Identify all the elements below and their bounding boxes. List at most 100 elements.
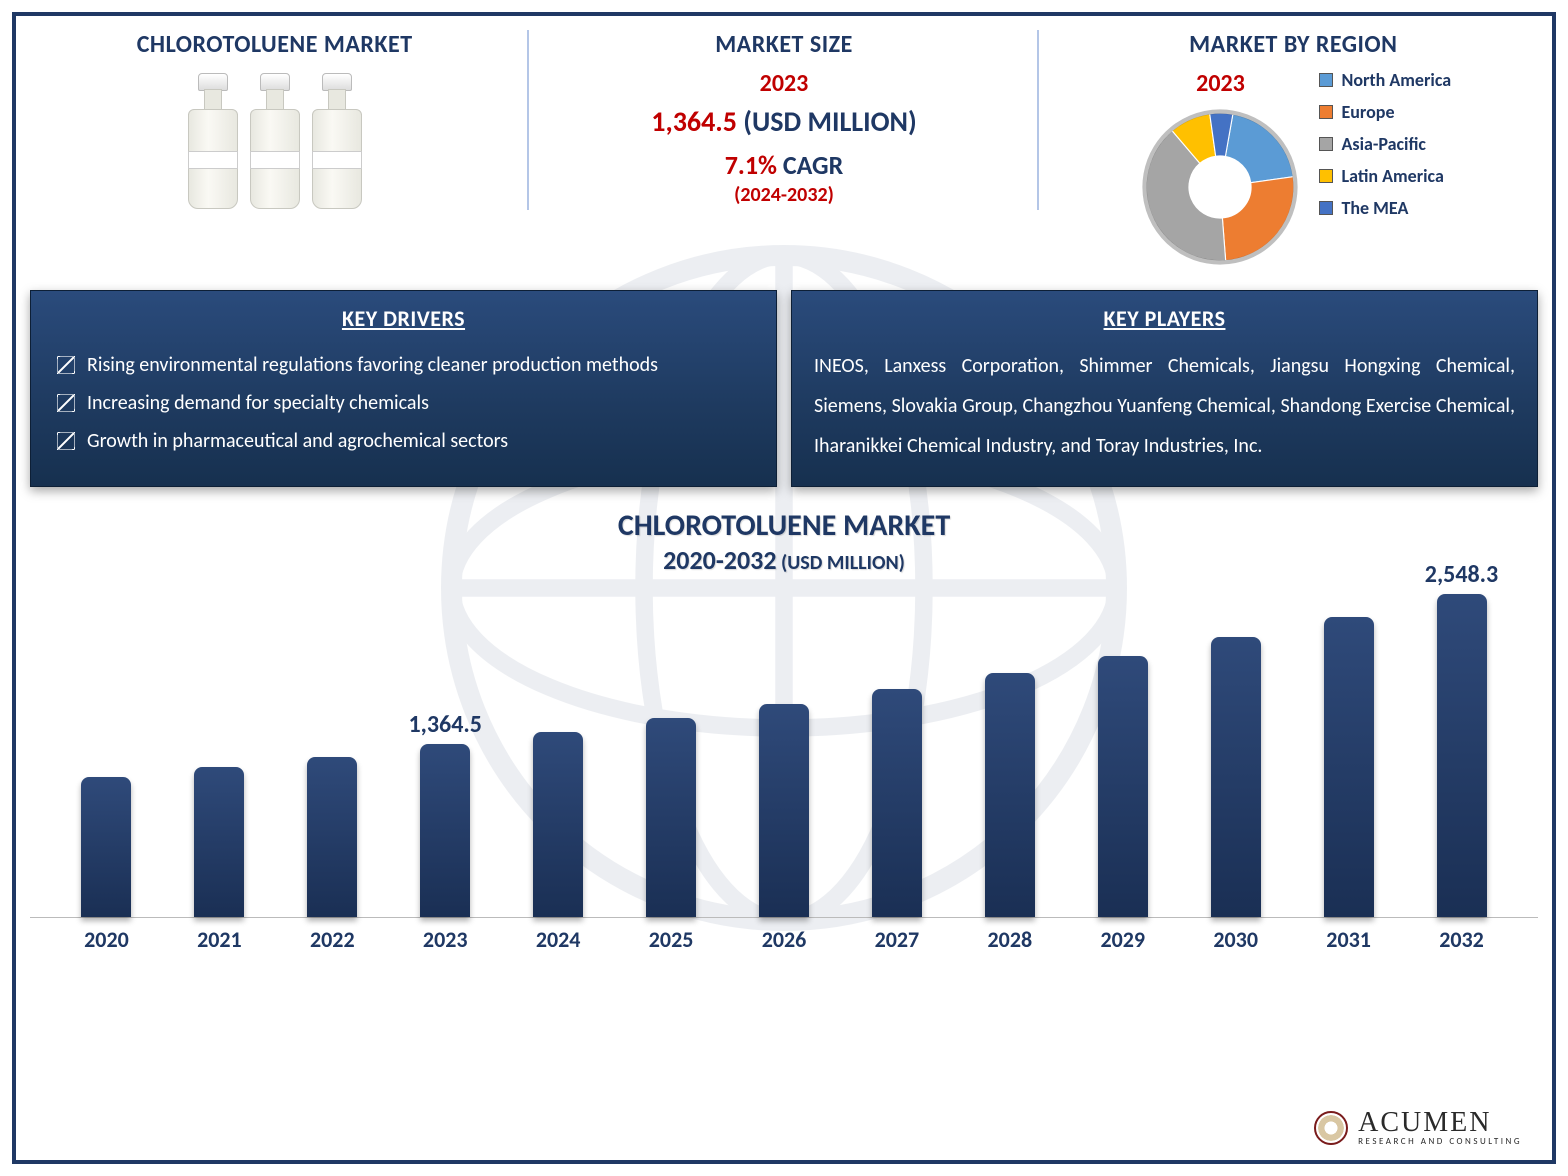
key-drivers-title: KEY DRIVERS xyxy=(53,305,754,332)
key-players-panel: KEY PLAYERS INEOS, Lanxess Corporation, … xyxy=(791,290,1538,487)
cagr-value: 7.1% xyxy=(725,149,777,181)
brand-name: ACUMEN xyxy=(1358,1109,1522,1137)
x-axis-label: 2029 xyxy=(1066,926,1179,953)
driver-item: Rising environmental regulations favorin… xyxy=(53,346,754,384)
legend-swatch xyxy=(1319,137,1333,151)
x-axis-label: 2025 xyxy=(615,926,728,953)
legend-item: Asia-Pacific xyxy=(1319,133,1451,155)
legend-label: Asia-Pacific xyxy=(1341,133,1425,155)
bar-chart: 1,364.5 2,548.3 xyxy=(30,588,1538,918)
bar-column xyxy=(276,588,389,917)
bar-column xyxy=(1066,588,1179,917)
bar xyxy=(872,689,922,917)
bar xyxy=(194,767,244,917)
key-drivers-panel: KEY DRIVERS Rising environmental regulat… xyxy=(30,290,777,487)
bar-column xyxy=(840,588,953,917)
bar xyxy=(1211,637,1261,917)
product-image-bottles xyxy=(30,69,519,209)
x-axis-label: 2032 xyxy=(1405,926,1518,953)
legend-item: Latin America xyxy=(1319,165,1451,187)
bar-chart-title: CHLOROTOLUENE MARKET xyxy=(30,507,1538,544)
x-axis-label: 2020 xyxy=(50,926,163,953)
region-legend: North America Europe Asia-Pacific Latin Ame… xyxy=(1319,69,1451,229)
info-panels: KEY DRIVERS Rising environmental regulat… xyxy=(30,290,1538,487)
bar-column xyxy=(953,588,1066,917)
bar-column xyxy=(502,588,615,917)
legend-swatch xyxy=(1319,169,1333,183)
bottle-icon xyxy=(308,69,366,209)
header-col-title: CHLOROTOLUENE MARKET xyxy=(30,30,519,272)
bar-value-label: 2,548.3 xyxy=(1425,560,1498,589)
driver-item: Growth in pharmaceutical and agrochemica… xyxy=(53,422,754,460)
brand-tagline: RESEARCH AND CONSULTING xyxy=(1358,1137,1522,1146)
legend-swatch xyxy=(1319,201,1333,215)
bar-value-label: 1,364.5 xyxy=(409,710,482,739)
bar xyxy=(759,704,809,917)
bar: 2,548.3 xyxy=(1437,594,1487,917)
bar xyxy=(1324,617,1374,917)
market-size-unit: (USD MILLION) xyxy=(737,104,917,139)
x-axis-label: 2024 xyxy=(502,926,615,953)
x-axis-label: 2027 xyxy=(840,926,953,953)
bar-column xyxy=(1179,588,1292,917)
key-players-title: KEY PLAYERS xyxy=(814,305,1515,332)
bar-chart-subtitle: 2020-2032 (USD MILLION) xyxy=(30,544,1538,576)
bar-chart-years: 2020-2032 xyxy=(663,544,776,576)
bar: 1,364.5 xyxy=(420,744,470,917)
legend-label: Europe xyxy=(1341,101,1394,123)
x-axis-label: 2028 xyxy=(953,926,1066,953)
driver-item: Increasing demand for specialty chemical… xyxy=(53,384,754,422)
brand-logo: ACUMEN RESEARCH AND CONSULTING xyxy=(1314,1109,1522,1146)
legend-label: Latin America xyxy=(1341,165,1443,187)
bar-column xyxy=(163,588,276,917)
market-size-value-line: 1,364.5 (USD MILLION) xyxy=(539,104,1028,139)
x-axis-label: 2022 xyxy=(276,926,389,953)
legend-label: North America xyxy=(1341,69,1451,91)
bar-column xyxy=(615,588,728,917)
bar xyxy=(646,718,696,917)
header-col-region: MARKET BY REGION 2023 North America Europ… xyxy=(1049,30,1538,272)
globe-icon xyxy=(1314,1111,1348,1145)
bottle-icon xyxy=(184,69,242,209)
x-axis-label: 2026 xyxy=(728,926,841,953)
bar-column: 1,364.5 xyxy=(389,588,502,917)
header-col-size: MARKET SIZE 2023 1,364.5 (USD MILLION) 7… xyxy=(539,30,1028,272)
bar xyxy=(1098,656,1148,917)
bar xyxy=(307,757,357,917)
market-size-title: MARKET SIZE xyxy=(539,30,1028,59)
bar-column xyxy=(728,588,841,917)
x-axis-label: 2031 xyxy=(1292,926,1405,953)
legend-item: North America xyxy=(1319,69,1451,91)
cagr-label: CAGR xyxy=(777,149,843,181)
bar-chart-unit: (USD MILLION) xyxy=(777,551,905,575)
x-axis-label: 2030 xyxy=(1179,926,1292,953)
region-year-donut: 2023 xyxy=(1135,69,1305,272)
cagr-line: 7.1% CAGR xyxy=(539,149,1028,181)
market-size-year: 2023 xyxy=(539,69,1028,98)
bar-column xyxy=(1292,588,1405,917)
infographic-frame: CHLOROTOLUENE MARKET MARKET SIZE 2023 1,… xyxy=(12,12,1556,1164)
legend-item: Europe xyxy=(1319,101,1451,123)
key-drivers-list: Rising environmental regulations favorin… xyxy=(53,346,754,460)
legend-swatch xyxy=(1319,105,1333,119)
market-size-value: 1,364.5 xyxy=(651,104,737,139)
bottle-icon xyxy=(246,69,304,209)
header-row: CHLOROTOLUENE MARKET MARKET SIZE 2023 1,… xyxy=(30,30,1538,272)
market-region-title: MARKET BY REGION xyxy=(1049,30,1538,59)
legend-item: The MEA xyxy=(1319,197,1451,219)
bar xyxy=(985,673,1035,917)
x-axis-label: 2023 xyxy=(389,926,502,953)
region-donut-chart xyxy=(1135,102,1305,272)
bar-chart-x-axis: 2020202120222023202420252026202720282029… xyxy=(30,918,1538,953)
bar-column: 2,548.3 xyxy=(1405,588,1518,917)
bar-chart-section: CHLOROTOLUENE MARKET 2020-2032 (USD MILL… xyxy=(30,507,1538,953)
key-players-text: INEOS, Lanxess Corporation, Shimmer Chem… xyxy=(814,346,1515,466)
bar-column xyxy=(50,588,163,917)
market-title: CHLOROTOLUENE MARKET xyxy=(30,30,519,59)
bar xyxy=(533,732,583,917)
legend-swatch xyxy=(1319,73,1333,87)
bar xyxy=(81,777,131,917)
legend-label: The MEA xyxy=(1341,197,1408,219)
cagr-range: (2024-2032) xyxy=(539,183,1028,207)
x-axis-label: 2021 xyxy=(163,926,276,953)
